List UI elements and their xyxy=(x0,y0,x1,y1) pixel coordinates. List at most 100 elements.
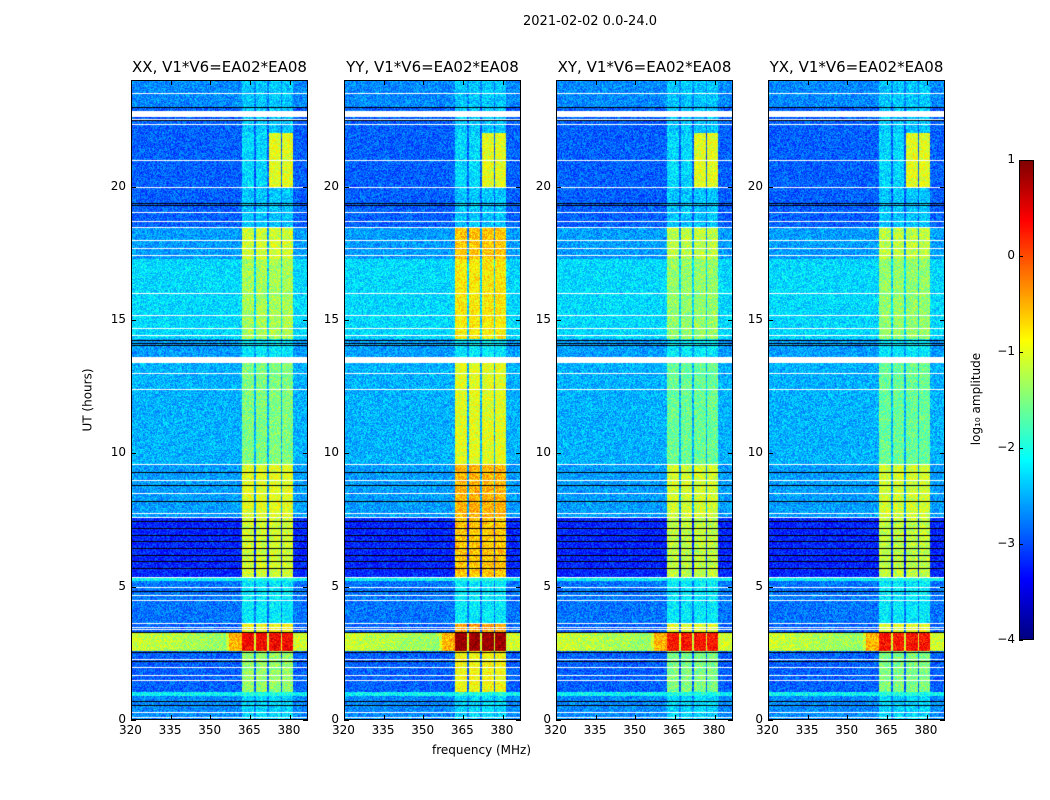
y-tick-label: 0 xyxy=(755,712,763,726)
x-tick xyxy=(714,715,716,720)
x-tick-label: 320 xyxy=(544,723,567,737)
y-tick-label: 15 xyxy=(535,312,551,326)
x-tick xyxy=(344,715,345,720)
y-tick xyxy=(344,586,349,588)
y-tick xyxy=(728,186,733,188)
x-tick-label: 365 xyxy=(874,723,898,737)
figure-title: 2021-02-02 0.0-24.0 xyxy=(523,14,657,29)
y-tick-label: 5 xyxy=(118,578,126,593)
x-tick xyxy=(423,715,425,720)
waterfall-image xyxy=(768,80,945,720)
x-tick xyxy=(595,80,597,85)
y-tick xyxy=(344,453,349,455)
x-tick xyxy=(768,80,769,85)
x-tick-label: 380 xyxy=(914,723,938,737)
colorbar-tick xyxy=(1019,448,1023,449)
x-tick xyxy=(635,715,637,720)
y-tick xyxy=(768,720,773,721)
y-tick xyxy=(728,720,733,721)
x-tick xyxy=(210,80,212,85)
y-tick xyxy=(303,453,308,455)
x-tick xyxy=(886,80,888,85)
x-tick xyxy=(289,80,291,85)
x-tick xyxy=(383,715,385,720)
y-tick xyxy=(556,720,561,721)
y-tick xyxy=(516,186,521,188)
colorbar-tick xyxy=(1019,352,1023,353)
y-tick-label: 0 xyxy=(118,712,126,726)
colorbar-gradient xyxy=(1019,160,1034,640)
y-tick xyxy=(768,453,773,455)
y-tick-label: 15 xyxy=(323,312,339,326)
colorbar-tick-label: 1 xyxy=(1007,152,1015,166)
x-tick xyxy=(886,715,888,720)
y-tick-label: 15 xyxy=(110,312,126,326)
y-tick xyxy=(940,320,945,321)
x-tick xyxy=(423,80,425,85)
y-tick xyxy=(303,720,308,721)
waterfall-image xyxy=(556,80,733,720)
y-tick xyxy=(940,586,945,588)
y-tick-label: 0 xyxy=(331,712,339,726)
x-tick xyxy=(674,715,676,720)
y-tick xyxy=(940,186,945,188)
y-tick xyxy=(556,186,561,188)
colorbar-tick-label: −4 xyxy=(997,632,1015,646)
y-tick xyxy=(768,320,773,321)
x-tick-label: 350 xyxy=(411,723,435,737)
x-tick xyxy=(289,715,291,720)
x-tick xyxy=(847,80,849,85)
y-tick xyxy=(516,320,521,321)
x-tick xyxy=(131,715,132,720)
x-tick xyxy=(847,715,849,720)
x-tick-label: 380 xyxy=(702,723,726,737)
x-tick xyxy=(249,80,251,85)
x-tick xyxy=(556,80,557,85)
y-tick xyxy=(344,320,349,321)
y-tick xyxy=(131,453,136,455)
x-tick xyxy=(807,715,809,720)
waterfall-panel: XX, V1*V6=EA02*EA08 320 335 350 365 380 0 5 10 15… xyxy=(111,58,308,737)
y-tick xyxy=(131,720,136,721)
x-tick xyxy=(383,80,385,85)
y-tick xyxy=(344,186,349,188)
y-tick-label: 10 xyxy=(110,445,126,460)
y-tick-label: 5 xyxy=(331,578,339,593)
y-tick-label: 10 xyxy=(535,445,551,460)
x-tick xyxy=(926,715,928,720)
y-tick xyxy=(131,186,136,188)
x-tick xyxy=(462,715,464,720)
x-tick-label: 335 xyxy=(795,723,819,737)
x-tick-label: 350 xyxy=(198,723,222,737)
panel-title: XY, V1*V6=EA02*EA08 xyxy=(557,58,732,76)
y-tick xyxy=(303,186,308,188)
x-tick xyxy=(635,80,637,85)
y-tick-label: 20 xyxy=(535,178,551,193)
x-tick-label: 335 xyxy=(583,723,607,737)
waterfall-panel: YX, V1*V6=EA02*EA08 320 335 350 365 380 0 5 10 15… xyxy=(748,58,945,737)
y-tick xyxy=(728,586,733,588)
y-tick xyxy=(940,453,945,455)
y-tick-label: 20 xyxy=(747,178,763,193)
y-tick xyxy=(303,586,308,588)
colorbar-tick-label: −2 xyxy=(997,440,1015,454)
waterfall-panel: YY, V1*V6=EA02*EA08 320 335 350 365 380 0 5 10 15… xyxy=(324,58,521,737)
x-tick xyxy=(344,80,345,85)
y-tick xyxy=(344,720,349,721)
x-tick xyxy=(462,80,464,85)
y-tick xyxy=(768,586,773,588)
y-tick xyxy=(556,320,561,321)
x-tick xyxy=(768,715,769,720)
colorbar xyxy=(1019,160,1034,640)
x-tick-label: 365 xyxy=(237,723,261,737)
colorbar-tick-label: 0 xyxy=(1007,248,1015,262)
y-tick xyxy=(556,453,561,455)
x-tick-label: 320 xyxy=(756,723,779,737)
panel-title: YY, V1*V6=EA02*EA08 xyxy=(346,58,519,76)
waterfall-image xyxy=(344,80,521,720)
colorbar-label: log₁₀ amplitude xyxy=(969,352,984,446)
y-tick xyxy=(556,586,561,588)
y-tick xyxy=(516,453,521,455)
x-tick xyxy=(502,715,504,720)
panel-title: YX, V1*V6=EA02*EA08 xyxy=(769,58,944,76)
